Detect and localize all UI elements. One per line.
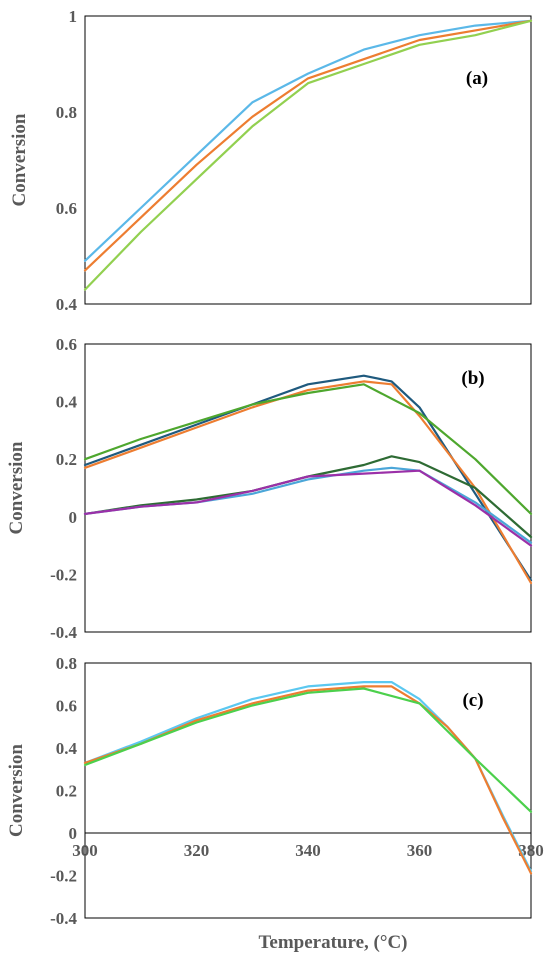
y-tick-label: -0.4: [50, 909, 77, 928]
series-line-1: [83, 374, 533, 582]
y-tick-label: 0.2: [56, 782, 77, 801]
x-tick-label: 300: [72, 841, 98, 860]
y-tick-label: 0.4: [56, 739, 78, 758]
y-tick-label: 0: [69, 824, 78, 843]
panel-label: (a): [466, 68, 488, 89]
y-tick-label: 0.8: [56, 654, 77, 673]
y-tick-label: 0.8: [56, 103, 77, 122]
y-axis-label: Conversion: [6, 744, 27, 837]
panel-label: (c): [462, 690, 483, 711]
plot-area-frame: [84, 15, 532, 305]
plot-area-frame: [84, 662, 532, 919]
series-line-2: [83, 380, 533, 585]
plot-area-frame: [84, 343, 532, 633]
y-tick-label: 0.6: [56, 335, 77, 354]
y-tick-label: -0.4: [50, 623, 77, 642]
series-line-2: [83, 685, 533, 875]
panel-label: (b): [461, 368, 484, 389]
x-tick-label: 380: [518, 841, 544, 860]
y-axis-label: Conversion: [9, 113, 30, 206]
series-line-1: [83, 19, 533, 262]
x-tick-label: 340: [295, 841, 321, 860]
y-tick-label: 0: [69, 508, 78, 527]
x-tick-label: 360: [407, 841, 433, 860]
chart-panel-a: 0.4 0.6 0.8 1 Conversion (a): [9, 7, 533, 314]
series-line-3: [83, 19, 533, 291]
series-line-3: [83, 383, 533, 516]
y-tick-label: 1: [69, 7, 78, 26]
y-tick-label: 0.4: [56, 393, 78, 412]
y-tick-label: 0.6: [56, 697, 77, 716]
series-line-4: [83, 455, 533, 539]
x-tick-label: 320: [184, 841, 210, 860]
y-axis-label: Conversion: [6, 441, 27, 534]
x-axis-label: Temperature, (°C): [258, 932, 407, 953]
y-tick-label: 0.6: [56, 199, 77, 218]
y-tick-label: -0.2: [50, 867, 77, 886]
y-tick-label: 0.4: [56, 295, 78, 314]
chart-panel-c: -0.4 -0.2 0 0.2 0.4 0.6 0.8 300 320 340 360 380 Conv…: [6, 654, 544, 953]
series-line-2: [83, 19, 533, 272]
y-tick-label: -0.2: [50, 565, 77, 584]
y-tick-label: 0.2: [56, 450, 77, 469]
chart-panel-b: -0.4 -0.2 0 0.2 0.4 0.6 Conversion (b): [6, 335, 533, 642]
series-line-6: [83, 469, 533, 547]
series-line-3: [83, 687, 533, 813]
